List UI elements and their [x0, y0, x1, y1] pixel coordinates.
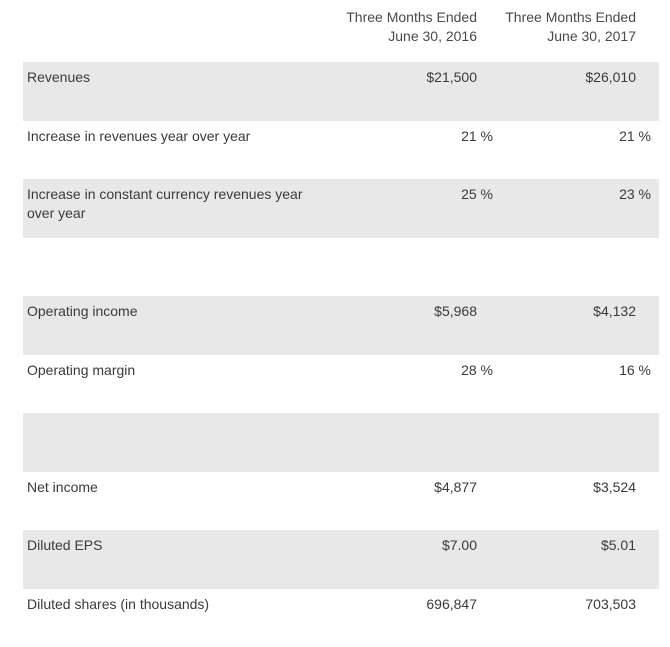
cell-value-2016: $5,968 — [357, 302, 477, 321]
column-header-q2-2016: Three Months Ended June 30, 2016 — [317, 8, 477, 46]
row-label: Operating margin — [27, 361, 327, 380]
cell-value-2016: $7.00 — [357, 536, 477, 555]
table-body: Revenues $21,500 $26,010 Increase in revenu… — [23, 62, 659, 647]
table-row: Diluted EPS $7.00 $5.01 — [23, 530, 659, 589]
row-label: Increase in constant currency revenues y… — [27, 185, 327, 223]
table-header: Three Months Ended June 30, 2016 Three M… — [23, 0, 659, 62]
column-header-q2-2017: Three Months Ended June 30, 2017 — [476, 8, 636, 46]
cell-value-2016: 21 % — [373, 127, 493, 146]
column-header-line: June 30, 2017 — [476, 27, 636, 46]
row-label: Increase in revenues year over year — [27, 127, 327, 146]
row-label: Diluted shares (in thousands) — [27, 595, 327, 614]
financial-summary-table: Three Months Ended June 30, 2016 Three M… — [23, 0, 659, 647]
table-row: Operating margin 28 % 16 % — [23, 355, 659, 414]
cell-value-2016: 25 % — [373, 185, 493, 204]
cell-value-2016: 28 % — [373, 361, 493, 380]
cell-value-2016: $4,877 — [357, 478, 477, 497]
table-row: Increase in revenues year over year 21 % 2… — [23, 121, 659, 180]
table-row: Increase in constant currency revenues y… — [23, 179, 659, 238]
row-label: Revenues — [27, 68, 327, 87]
table-row — [23, 413, 659, 472]
cell-value-2016: $21,500 — [357, 68, 477, 87]
cell-value-2017: 16 % — [531, 361, 651, 380]
column-header-line: Three Months Ended — [476, 8, 636, 27]
table-row: Diluted shares (in thousands) 696,847 703,… — [23, 589, 659, 647]
cell-value-2017: 23 % — [531, 185, 651, 204]
cell-value-2017: $26,010 — [516, 68, 636, 87]
column-header-line: Three Months Ended — [317, 8, 477, 27]
table-row — [23, 238, 659, 297]
row-label: Diluted EPS — [27, 536, 327, 555]
cell-value-2017: 703,503 — [516, 595, 636, 614]
cell-value-2017: $5.01 — [516, 536, 636, 555]
table-row: Net income $4,877 $3,524 — [23, 472, 659, 531]
cell-value-2017: $4,132 — [516, 302, 636, 321]
table-row: Operating income $5,968 $4,132 — [23, 296, 659, 355]
table-row: Revenues $21,500 $26,010 — [23, 62, 659, 121]
row-label: Net income — [27, 478, 327, 497]
row-label: Operating income — [27, 302, 327, 321]
cell-value-2017: $3,524 — [516, 478, 636, 497]
column-header-line: June 30, 2016 — [317, 27, 477, 46]
cell-value-2016: 696,847 — [357, 595, 477, 614]
cell-value-2017: 21 % — [531, 127, 651, 146]
